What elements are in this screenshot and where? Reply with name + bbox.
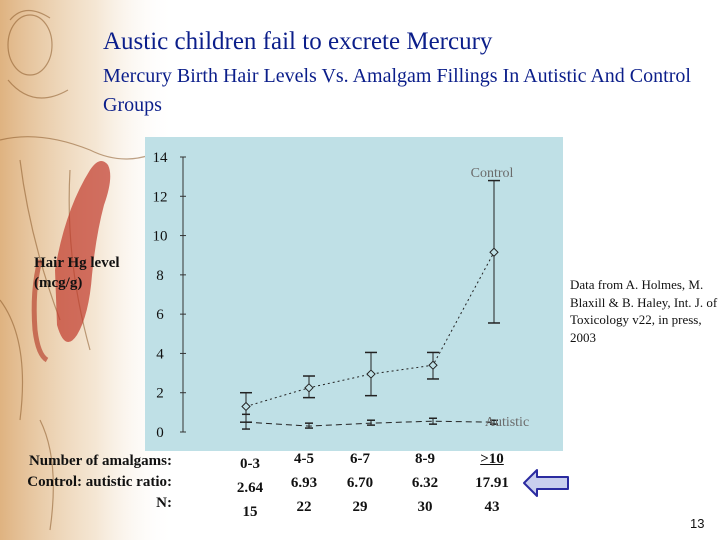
column-amalgams: 6-7 bbox=[350, 451, 370, 467]
source-note: Data from A. Holmes, M. Blaxill & B. Hal… bbox=[570, 277, 718, 345]
table-column: 8-9 6.32 30 bbox=[393, 447, 457, 519]
y-tick-label: 14 bbox=[153, 150, 169, 166]
series-label-autistic: Autistic bbox=[485, 415, 529, 430]
column-n: 29 bbox=[352, 499, 368, 515]
left-arrow-icon bbox=[523, 469, 569, 497]
data-point-control bbox=[241, 401, 251, 412]
data-point-control bbox=[304, 383, 314, 393]
table-row-labels: Number of amalgams: Control: autistic ra… bbox=[27, 451, 172, 514]
table-column: >10 17.91 43 bbox=[460, 447, 524, 519]
data-point-control bbox=[366, 369, 376, 379]
row-label-amalgams: Number of amalgams: bbox=[28, 453, 172, 469]
column-ratio: 6.93 bbox=[290, 475, 318, 491]
slide-title: Austic children fail to excrete Mercury bbox=[103, 28, 493, 55]
column-amalgams: 4-5 bbox=[294, 451, 314, 467]
row-label-n: N: bbox=[156, 495, 172, 511]
y-tick-label: 6 bbox=[156, 307, 164, 323]
series-layer bbox=[240, 179, 500, 430]
column-amalgams: 0-3 bbox=[240, 456, 260, 472]
data-point-control bbox=[489, 247, 499, 257]
y-tick-label: 2 bbox=[156, 386, 164, 402]
table-column: 0-3 2.64 15 bbox=[218, 452, 282, 524]
column-n: 43 bbox=[484, 499, 500, 515]
page-number: 13 bbox=[690, 516, 705, 531]
y-tick-label: 8 bbox=[156, 268, 164, 284]
table-column: 6-7 6.70 29 bbox=[328, 447, 392, 519]
column-ratio: 17.91 bbox=[475, 475, 509, 491]
y-tick-label: 10 bbox=[153, 229, 168, 245]
column-n: 22 bbox=[296, 499, 312, 515]
column-amalgams: >10 bbox=[480, 451, 504, 467]
column-ratio: 6.32 bbox=[411, 475, 439, 491]
y-tick-label: 0 bbox=[156, 425, 164, 441]
series-label-control: Control bbox=[471, 166, 514, 181]
plot-area bbox=[145, 137, 563, 451]
y-tick-label: 12 bbox=[153, 189, 168, 205]
data-point-control bbox=[428, 360, 438, 370]
column-amalgams: 8-9 bbox=[415, 451, 435, 467]
column-ratio: 2.64 bbox=[236, 480, 264, 496]
slide-subtitle: Mercury Birth Hair Levels Vs. Amalgam Fi… bbox=[103, 65, 691, 116]
column-ratio: 6.70 bbox=[346, 475, 374, 491]
y-tick-label: 4 bbox=[156, 346, 164, 362]
y-axis: 0 2 4 6 8 10 12 14 bbox=[153, 150, 186, 441]
column-n: 30 bbox=[417, 499, 433, 515]
y-axis-label: Hair Hg level (mcg/g) bbox=[34, 255, 120, 291]
column-n: 15 bbox=[242, 504, 258, 520]
red-vessel-shape bbox=[31, 259, 49, 363]
red-artery-shape bbox=[55, 161, 111, 343]
row-label-ratio: Control: autistic ratio: bbox=[27, 474, 172, 490]
table-column: 4-5 6.93 22 bbox=[272, 447, 336, 519]
